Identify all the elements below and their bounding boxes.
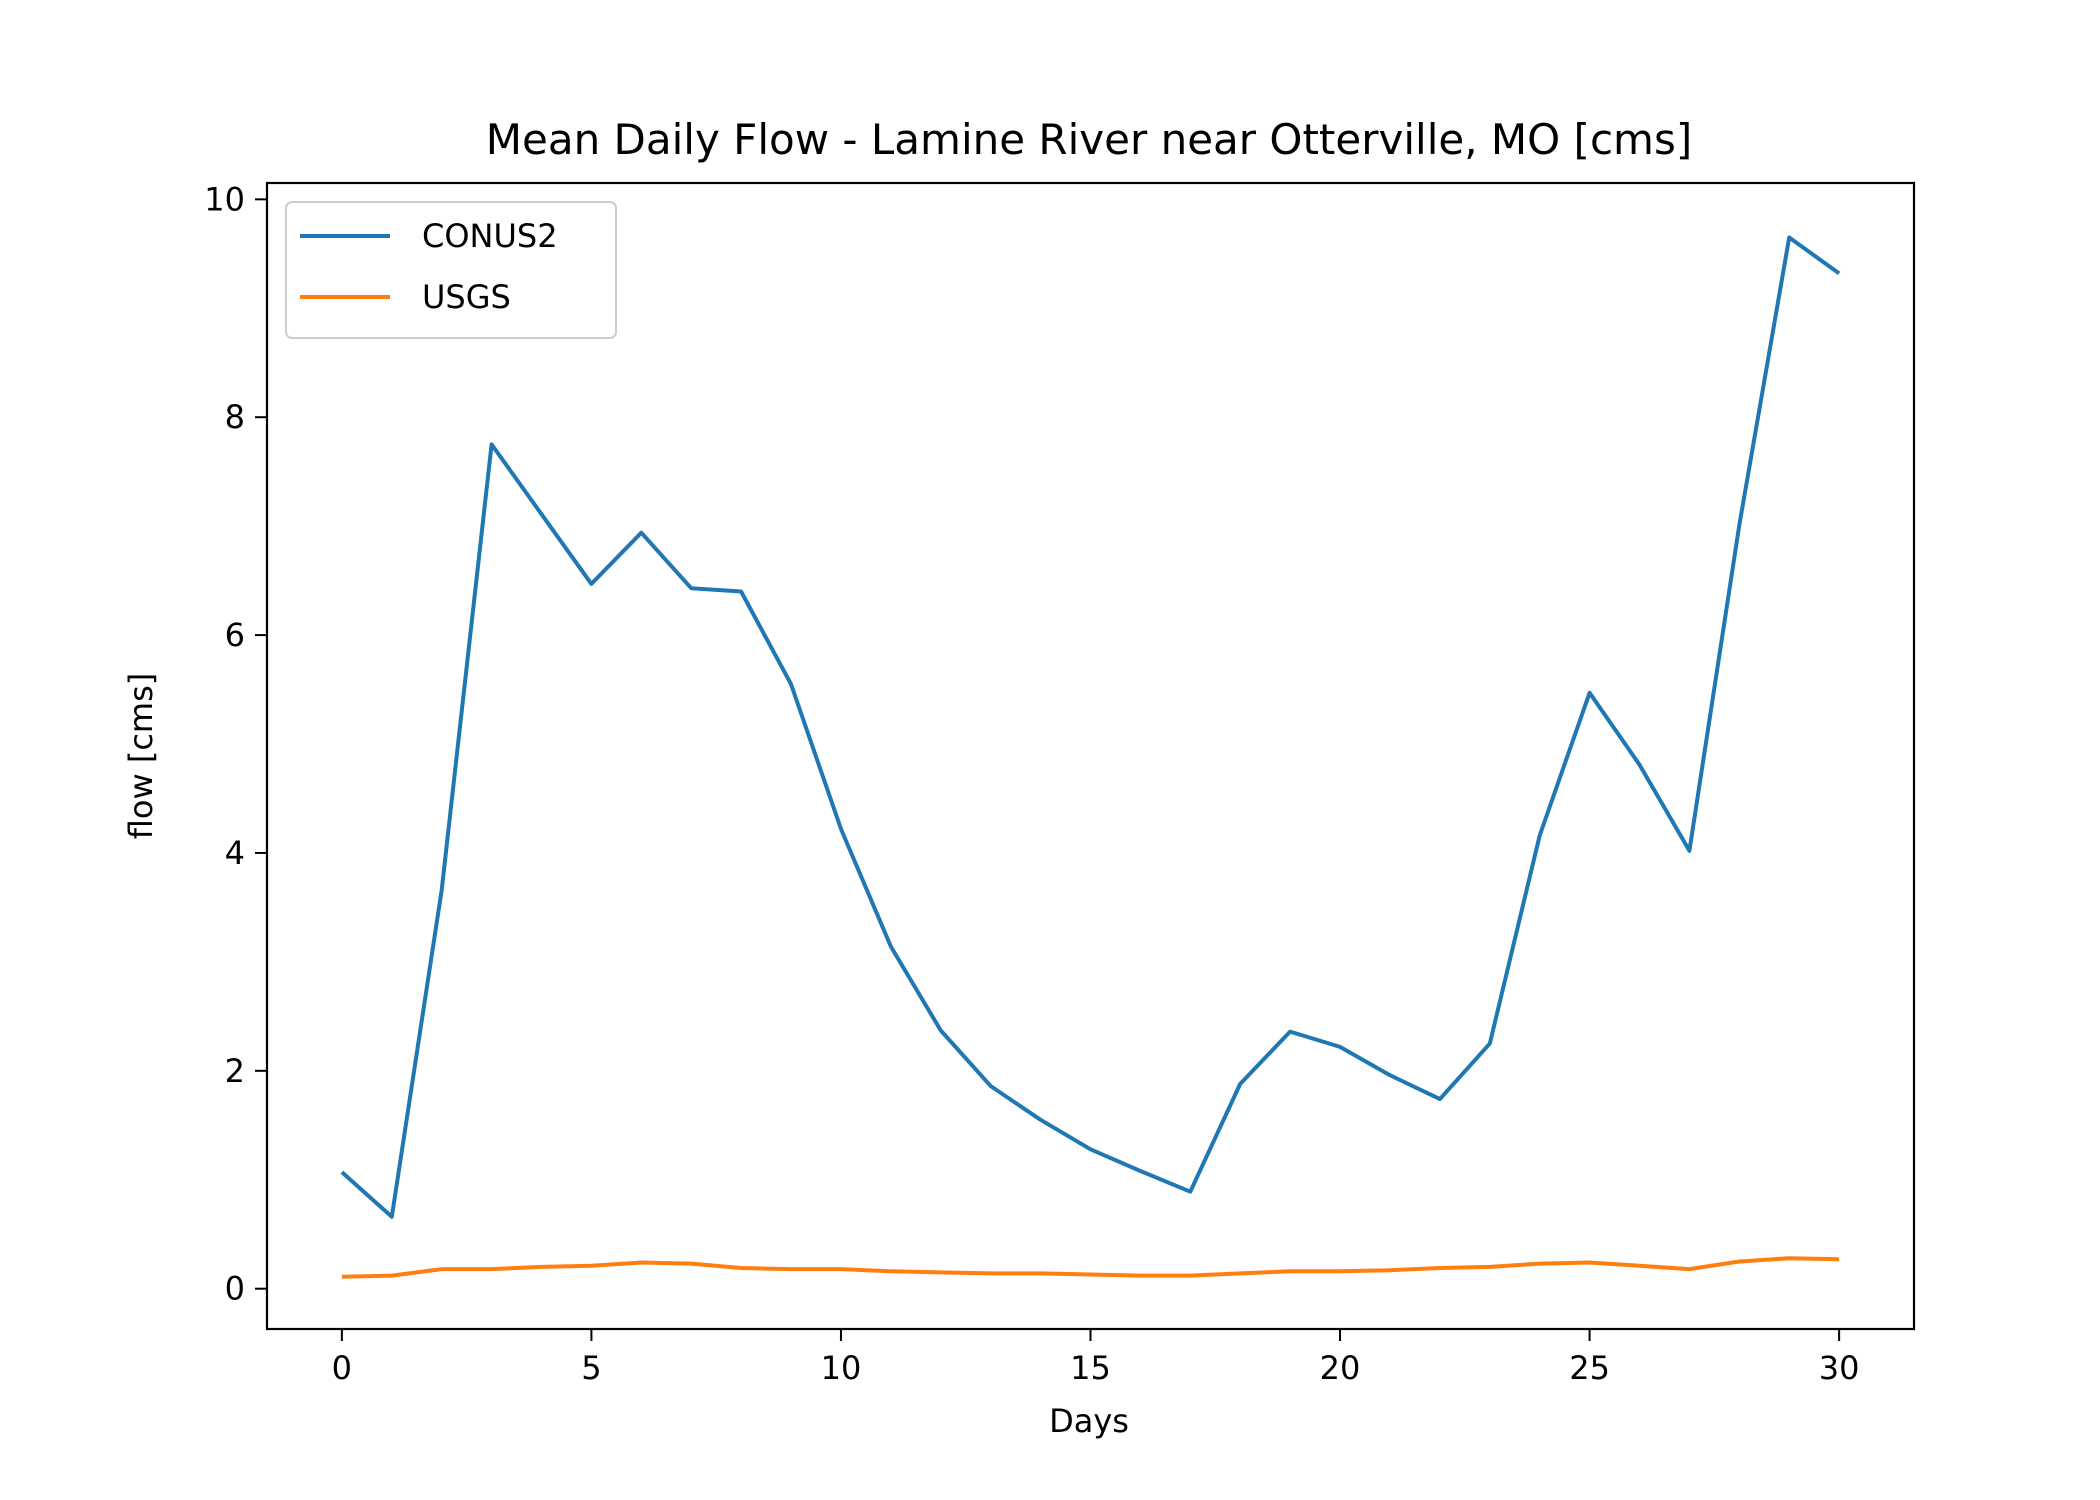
x-tick-label: 30 bbox=[1819, 1349, 1860, 1387]
y-axis: 0 2 4 6 8 10 bbox=[204, 180, 267, 1308]
y-tick-label: 10 bbox=[204, 180, 245, 218]
x-tick-label: 10 bbox=[821, 1349, 862, 1387]
legend-label-usgs: USGS bbox=[422, 278, 511, 316]
x-axis: 0 5 10 15 20 25 30 bbox=[332, 1329, 1860, 1387]
y-tick-label: 8 bbox=[225, 398, 245, 436]
y-tick-label: 0 bbox=[225, 1270, 245, 1308]
y-tick-label: 2 bbox=[225, 1052, 245, 1090]
legend: CONUS2 USGS bbox=[285, 201, 617, 339]
x-tick-label: 0 bbox=[332, 1349, 352, 1387]
y-tick-label: 4 bbox=[225, 834, 245, 872]
series-line-usgs bbox=[341, 1256, 1840, 1279]
x-tick-label: 20 bbox=[1320, 1349, 1361, 1387]
series-line-conus2 bbox=[340, 235, 1841, 1219]
x-tick-label: 15 bbox=[1070, 1349, 1111, 1387]
x-tick-label: 5 bbox=[581, 1349, 601, 1387]
y-tick-label: 6 bbox=[225, 616, 245, 654]
plot-frame bbox=[265, 181, 1916, 1331]
x-axis-title: Days bbox=[1049, 1402, 1129, 1440]
plot-area bbox=[340, 235, 1841, 1279]
legend-label-conus2: CONUS2 bbox=[422, 217, 558, 255]
y-axis-title: flow [cms] bbox=[122, 673, 160, 839]
chart-title: Mean Daily Flow - Lamine River near Otte… bbox=[486, 115, 1692, 164]
x-tick-label: 25 bbox=[1569, 1349, 1610, 1387]
